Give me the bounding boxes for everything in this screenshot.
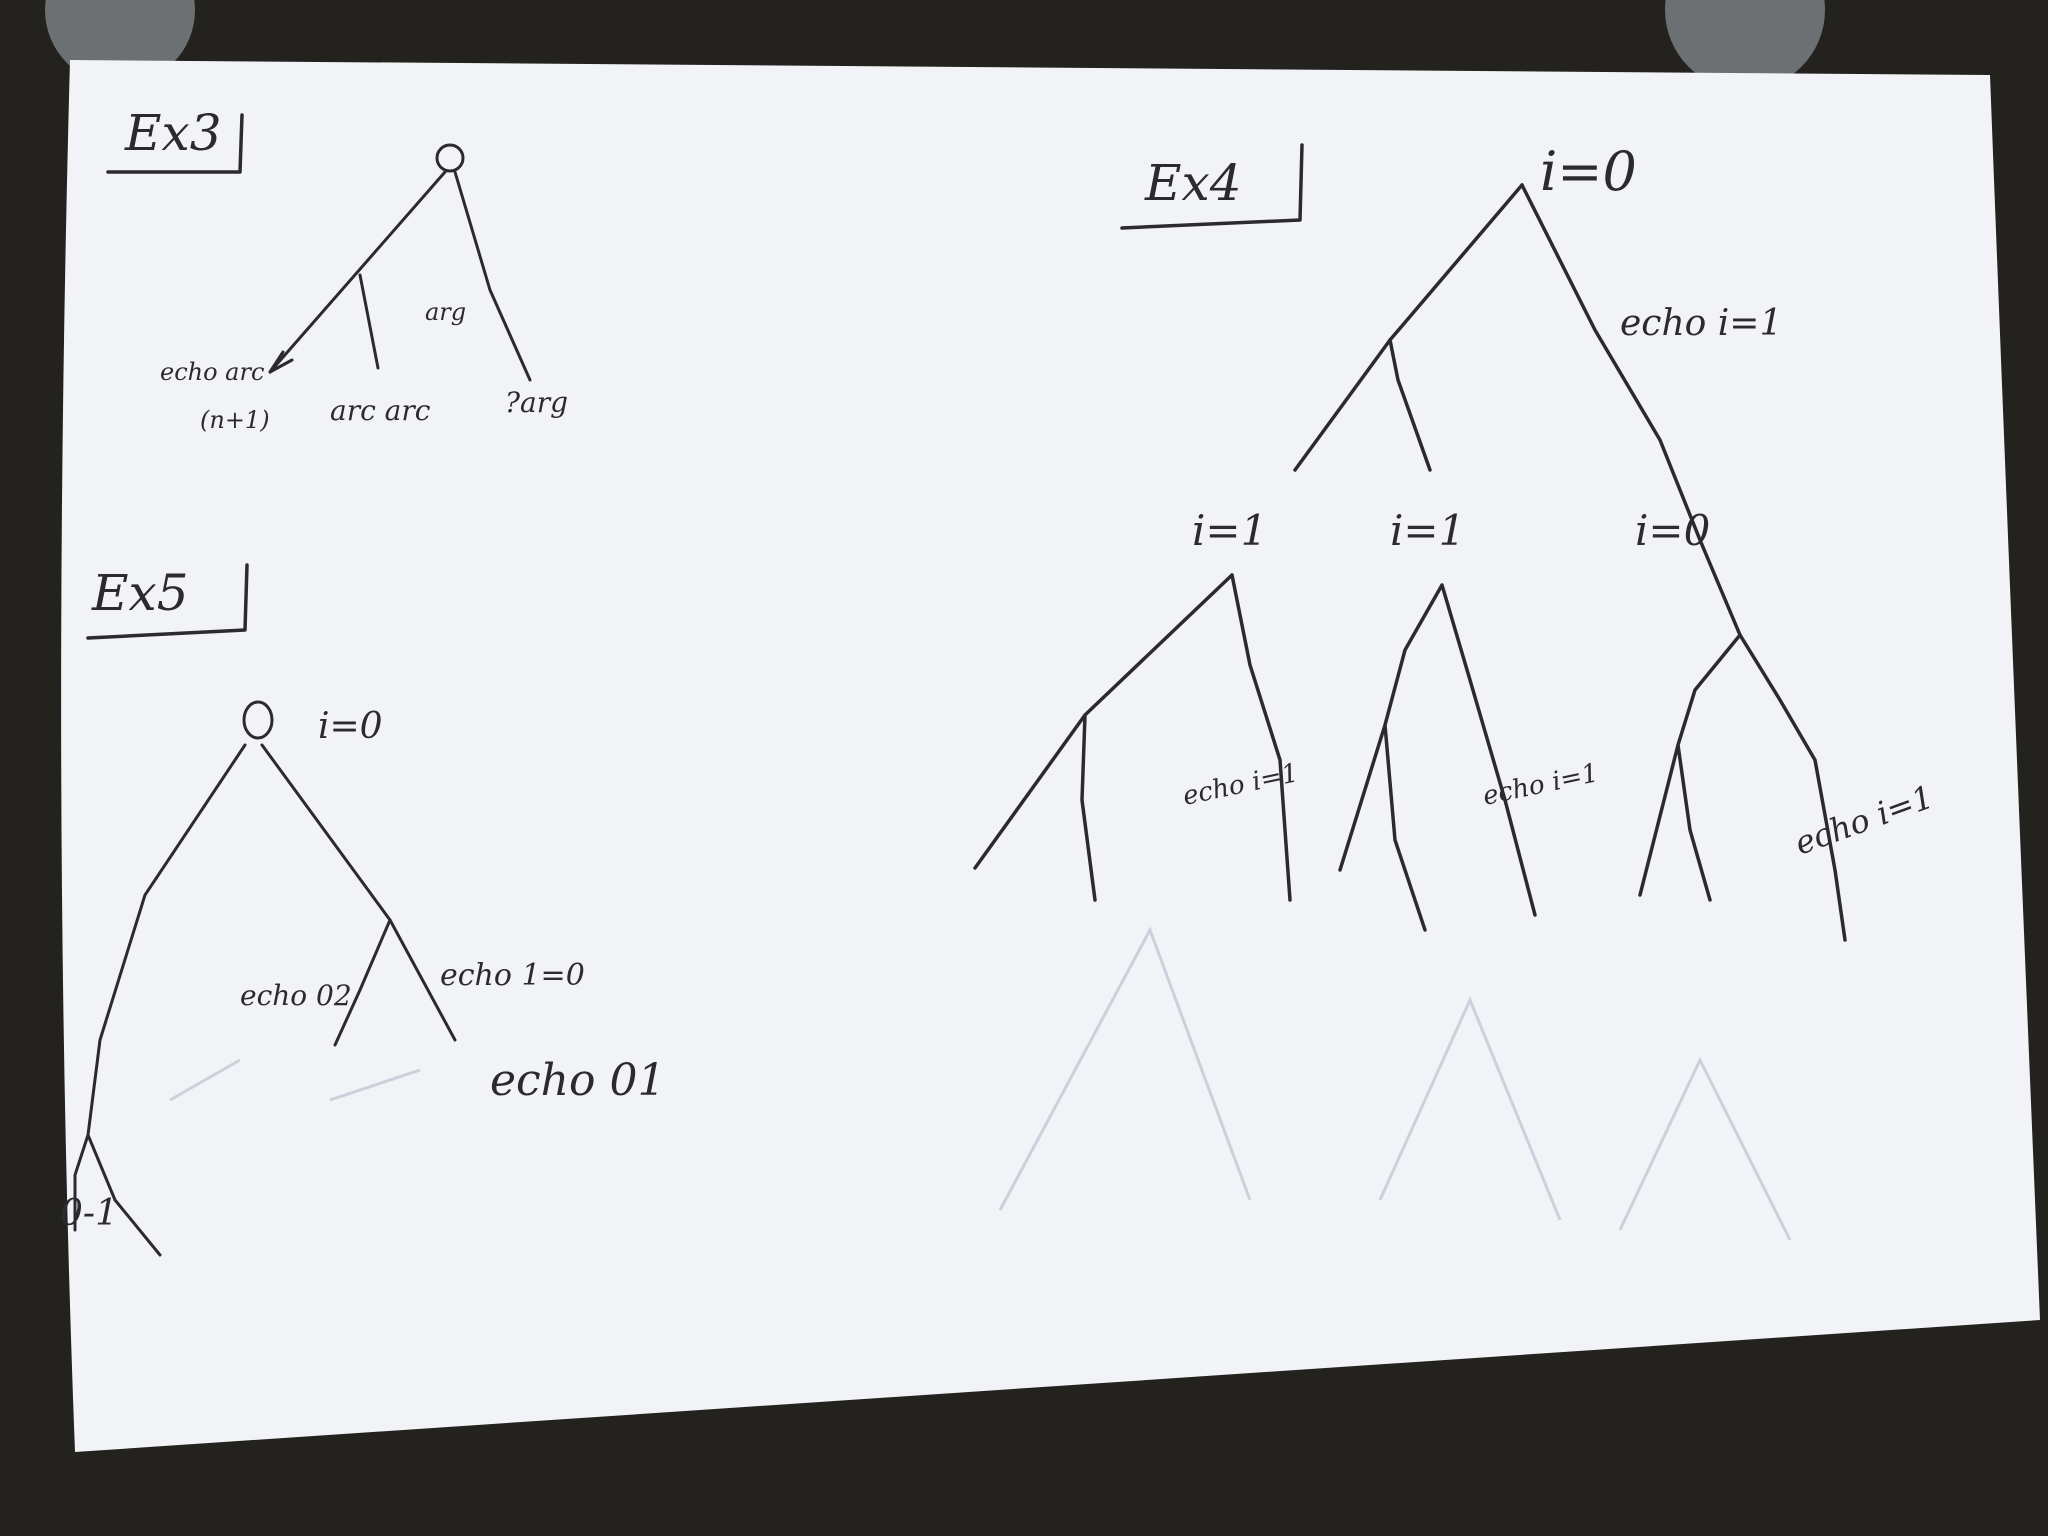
ex4-node-3: i=0: [1635, 506, 1710, 555]
ex4-branch-right: [1520, 183, 1742, 637]
ex3-branch-left: [268, 170, 447, 374]
ex5-heading: Ex5: [91, 564, 189, 622]
ex3-label-arg: ?arg: [505, 386, 568, 419]
ex5-branch-bottom: [73, 1133, 162, 1257]
ex3-heading: Ex3: [124, 104, 222, 162]
ex4-subtree-2: [1338, 583, 1537, 932]
ex5-label-echo-01: echo 01: [490, 1055, 665, 1106]
ex3-branch-mid: [358, 273, 380, 370]
ex3-branch-right: [453, 170, 532, 382]
paper-sheet: [61, 60, 2041, 1452]
ex4-node-2: i=1: [1390, 506, 1465, 555]
ex3-label-scribble: arg: [425, 298, 466, 326]
ex4-heading-frame: [1120, 143, 1304, 230]
ex4-heading: Ex4: [1144, 154, 1242, 212]
ex5-label-echo-02: echo 02: [240, 979, 352, 1012]
ex3-root-node: [435, 143, 465, 173]
ex5-section: Ex5 i=0 echo 02 echo 1=0 echo 01 0-1: [60, 563, 665, 1257]
ex3-label-n-plus-1: (n+1): [200, 406, 270, 434]
ex5-root-label: i=0: [318, 706, 383, 747]
ex5-heading-frame: [86, 563, 249, 640]
faint-erased-marks: [169, 926, 1792, 1241]
ex5-branch-mid: [333, 918, 392, 1047]
ex4-root-label: i=0: [1540, 140, 1637, 203]
ex3-label-arc-arc: arc arc: [330, 394, 431, 427]
ex4-node-1: i=1: [1192, 506, 1267, 555]
ex4-top-branch-label: echo i=1: [1620, 303, 1782, 344]
ex5-label-0-1: 0-1: [60, 1193, 118, 1234]
ex4-branch-mid: [1388, 338, 1432, 472]
weight-right: [1665, 0, 1825, 90]
ex3-arrow-head: [268, 350, 294, 374]
ex3-heading-frame: [106, 113, 244, 174]
ex5-root-node: [242, 700, 274, 740]
ex5-label-echo-10: echo 1=0: [440, 958, 585, 993]
ex3-section: Ex3 0 echo arc (n+1) arc arc ?arg arg: [106, 104, 568, 434]
ex3-label-echo-arc: echo arc: [160, 358, 264, 386]
ex5-branch-left: [86, 743, 247, 1137]
ex4-subtree-1: [973, 573, 1292, 902]
ex4-subtree-3: [1638, 633, 1847, 942]
